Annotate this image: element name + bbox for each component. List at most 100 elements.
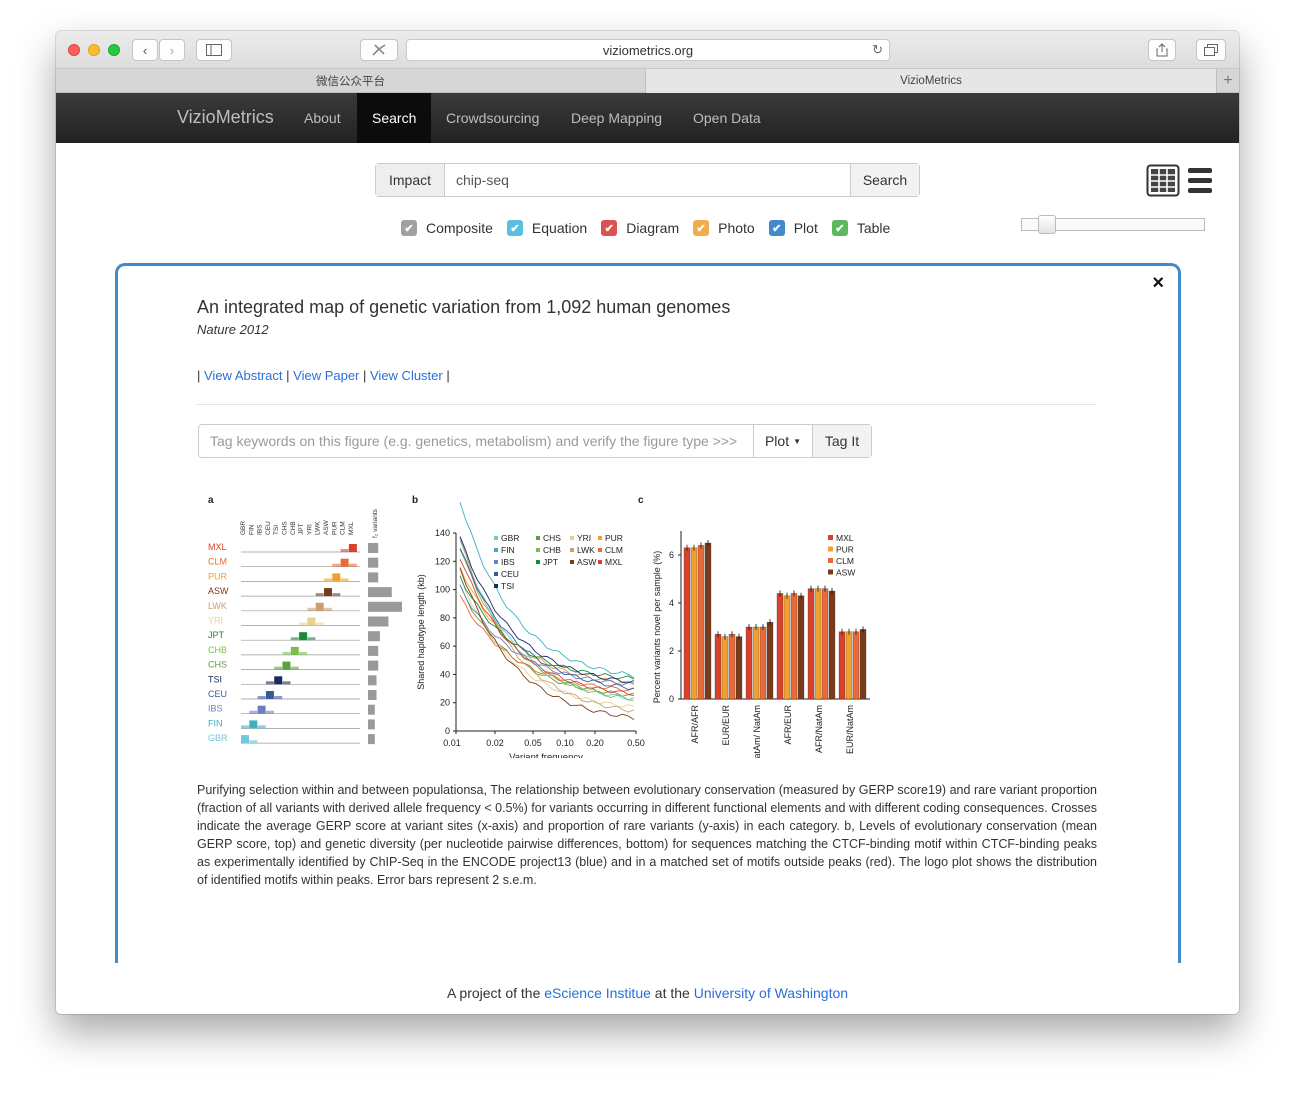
figure-caption: Purifying selection within and between p… bbox=[197, 783, 1097, 887]
share-button[interactable] bbox=[1148, 39, 1176, 61]
browser-tab-viziometrics[interactable]: VizioMetrics bbox=[646, 69, 1216, 93]
panel-c-bar bbox=[683, 547, 691, 700]
search-input[interactable]: chip-seq bbox=[456, 172, 509, 188]
panel-b-legend-label: CHS bbox=[543, 533, 561, 543]
tag-it-button[interactable]: Tag It bbox=[812, 425, 871, 457]
panel-a-col-label: CHB bbox=[290, 521, 297, 535]
panel-a-side-bar bbox=[368, 719, 375, 730]
reload-icon[interactable]: ↻ bbox=[872, 42, 883, 57]
filter-composite[interactable]: ✔ Composite bbox=[401, 220, 493, 236]
chevron-left-icon: ‹ bbox=[142, 42, 148, 58]
nav-open-data[interactable]: Open Data bbox=[693, 110, 761, 126]
checkbox-table[interactable]: ✔ bbox=[831, 220, 848, 236]
sort-mode-button[interactable]: Impact bbox=[376, 164, 445, 196]
close-icon[interactable]: × bbox=[1152, 272, 1164, 294]
view-abstract-link[interactable]: View Abstract bbox=[204, 368, 283, 383]
panel-c-bar bbox=[859, 629, 867, 700]
filter-equation[interactable]: ✔ Equation bbox=[506, 220, 587, 236]
back-button[interactable]: ‹ bbox=[132, 39, 158, 61]
panel-a-cell-bar bbox=[324, 588, 332, 597]
panel-c-bar bbox=[766, 622, 774, 700]
panel-a-cell-bar bbox=[249, 710, 258, 714]
tag-keywords-input[interactable]: Tag keywords on this figure (e.g. geneti… bbox=[210, 433, 738, 449]
checkbox-photo[interactable]: ✔ bbox=[693, 220, 710, 236]
filter-table[interactable]: ✔ Table bbox=[831, 220, 890, 236]
panel-c-bar bbox=[735, 636, 743, 700]
list-view-icon[interactable] bbox=[1188, 168, 1212, 193]
panel-c-bar bbox=[745, 626, 753, 700]
extension-button[interactable] bbox=[360, 39, 398, 61]
browser-tab-wechat[interactable]: 微信公众平台 bbox=[56, 69, 646, 93]
panel-a-cell-bar bbox=[282, 681, 291, 685]
slider-handle[interactable] bbox=[1038, 215, 1056, 234]
escience-link[interactable]: eScience Institue bbox=[544, 985, 651, 1001]
forward-button[interactable]: › bbox=[159, 39, 185, 61]
extension-icon bbox=[372, 44, 386, 56]
grid-view-icon[interactable] bbox=[1146, 164, 1180, 197]
checkbox-plot[interactable]: ✔ bbox=[768, 220, 785, 236]
panel-a-row-label: FIN bbox=[208, 718, 223, 728]
nav-about[interactable]: About bbox=[304, 110, 341, 126]
nav-crowdsourcing[interactable]: Crowdsourcing bbox=[446, 110, 540, 126]
checkbox-composite[interactable]: ✔ bbox=[401, 220, 417, 236]
site-brand[interactable]: VizioMetrics bbox=[177, 107, 274, 127]
nav-deep-mapping[interactable]: Deep Mapping bbox=[571, 110, 663, 126]
panel-a-cell-bar bbox=[299, 632, 308, 641]
panel-b-legend-label: LWK bbox=[577, 545, 595, 555]
panel-b-series-line bbox=[459, 566, 635, 686]
panel-b-legend-swatch bbox=[570, 536, 574, 540]
panel-a-cell-bar bbox=[307, 607, 316, 611]
address-bar[interactable]: viziometrics.org ↻ bbox=[406, 39, 890, 61]
checkbox-equation[interactable]: ✔ bbox=[506, 220, 523, 236]
panel-b-series-line bbox=[459, 559, 635, 697]
panel-c-y-tick-label: 0 bbox=[669, 694, 674, 704]
panel-b-series-line bbox=[459, 501, 635, 678]
panel-b-series-line bbox=[459, 575, 635, 680]
panel-a-cell-bar bbox=[282, 651, 291, 655]
panel-b-y-tick-label: 20 bbox=[440, 698, 450, 708]
panel-c-bar bbox=[759, 626, 767, 700]
figure-detail-card: × An integrated map of genetic variation… bbox=[115, 263, 1181, 963]
filter-plot[interactable]: ✔ Plot bbox=[768, 220, 818, 236]
panel-b-legend-label: TSI bbox=[501, 581, 514, 591]
panel-b-y-tick-label: 120 bbox=[435, 556, 450, 566]
panel-b-legend-label: MXL bbox=[605, 557, 623, 567]
zoom-slider[interactable] bbox=[1021, 215, 1205, 234]
tabs-overview-button[interactable] bbox=[1196, 39, 1226, 61]
panel-b-y-axis-label: Shared haplotype length (kb) bbox=[416, 574, 426, 690]
sidebar-toggle-button[interactable] bbox=[196, 39, 232, 61]
panel-a-side-bar bbox=[368, 616, 389, 627]
search-button[interactable]: Search bbox=[850, 164, 919, 196]
panel-c-label: c bbox=[638, 495, 644, 506]
panel-c-bar bbox=[797, 595, 805, 700]
figure-type-dropdown[interactable]: Plot ▼ bbox=[753, 425, 812, 457]
zoom-window-button[interactable] bbox=[108, 44, 120, 56]
panel-a-row-label: CEU bbox=[208, 689, 227, 699]
panel-a-cell-bar bbox=[241, 735, 249, 744]
panel-a-side-bar bbox=[368, 543, 379, 553]
panel-c-legend-label: PUR bbox=[836, 545, 854, 555]
uw-link[interactable]: University of Washington bbox=[693, 985, 849, 1001]
panel-b-label: b bbox=[412, 495, 418, 506]
new-tab-button[interactable]: + bbox=[1216, 69, 1239, 93]
panel-c-bar bbox=[852, 631, 860, 700]
panel-a-cell-bar bbox=[324, 578, 332, 582]
filter-diagram[interactable]: ✔ Diagram bbox=[601, 220, 679, 236]
panel-c-bar bbox=[776, 593, 784, 700]
panel-b-series-line bbox=[459, 539, 635, 701]
close-window-button[interactable] bbox=[68, 44, 80, 56]
minimize-window-button[interactable] bbox=[88, 44, 100, 56]
panel-a-cell-bar bbox=[274, 696, 283, 699]
panel-c-legend-swatch bbox=[828, 535, 833, 540]
view-paper-link[interactable]: View Paper bbox=[293, 368, 360, 383]
panel-c-category-label: AFR/EUR bbox=[783, 705, 793, 745]
view-cluster-link[interactable]: View Cluster bbox=[370, 368, 443, 383]
panel-a-cell-bar bbox=[332, 573, 341, 582]
filter-photo[interactable]: ✔ Photo bbox=[693, 220, 755, 236]
panel-a-cell-bar bbox=[290, 666, 299, 670]
checkbox-diagram[interactable]: ✔ bbox=[601, 220, 618, 236]
nav-search[interactable]: Search bbox=[357, 93, 432, 143]
chevron-right-icon: › bbox=[169, 42, 175, 58]
panel-b-legend-swatch bbox=[536, 560, 540, 564]
panel-c-bar bbox=[721, 636, 729, 700]
